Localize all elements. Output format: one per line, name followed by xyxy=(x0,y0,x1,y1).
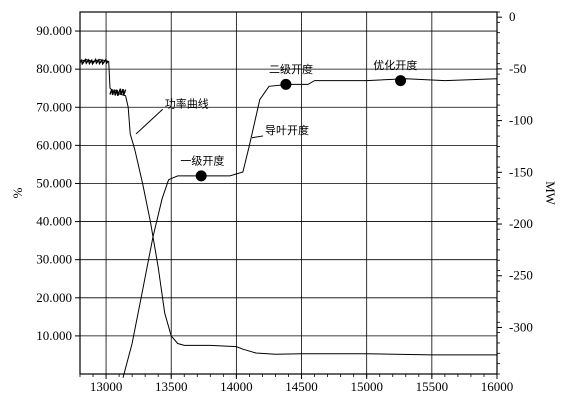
power-step-noise xyxy=(109,88,127,97)
y-tick-label-right: -50 xyxy=(509,61,526,76)
x-tick-label: 15000 xyxy=(350,379,383,394)
y-tick-label-left: 10.000 xyxy=(36,328,72,343)
power-plateau-noise xyxy=(79,57,109,66)
y-tick-label-left: 50.000 xyxy=(36,175,72,190)
y-tick-label-left: 80.000 xyxy=(36,61,72,76)
y-tick-label-right: -300 xyxy=(509,319,533,334)
y-tick-label-right: -100 xyxy=(509,113,533,128)
y-tick-label-left: 90.000 xyxy=(36,23,72,38)
annotation-marker xyxy=(195,170,207,182)
annotation-label: 二级开度 xyxy=(269,62,313,76)
annotation-label: 优化开度 xyxy=(373,58,417,72)
series-line xyxy=(79,59,497,356)
annotation-label: 功率曲线 xyxy=(165,96,209,110)
x-tick-label: 15500 xyxy=(416,379,449,394)
y-axis-label-right: MW xyxy=(543,181,558,206)
x-tick-label: 14500 xyxy=(285,379,318,394)
grid xyxy=(80,12,497,374)
series-line xyxy=(122,78,498,378)
annotation-label: 一级开度 xyxy=(180,153,224,167)
annotation-leader-line xyxy=(135,108,164,135)
y-tick-label-right: -250 xyxy=(509,268,533,283)
series-layer xyxy=(79,57,498,378)
y-tick-label-right: -150 xyxy=(509,164,533,179)
tick-layer: 90.000 80.000 70.000 60.000 50.000 40.000 30.0… xyxy=(36,9,533,394)
y-tick-label-left: 30.000 xyxy=(36,252,72,267)
y-tick-label-right: 0 xyxy=(509,9,516,24)
annotation-leader-line xyxy=(251,135,264,139)
y-tick-label-left: 60.000 xyxy=(36,137,72,152)
y-tick-label-right: -200 xyxy=(509,216,533,231)
x-tick-label: 13500 xyxy=(155,379,188,394)
annotation-marker xyxy=(280,78,292,90)
x-tick-label: 14000 xyxy=(220,379,253,394)
y-tick-label-left: 20.000 xyxy=(36,290,72,305)
y-axis-label-left: % xyxy=(10,187,25,198)
x-tick-label: 13000 xyxy=(90,379,123,394)
y-tick-label-left: 40.000 xyxy=(36,214,72,229)
x-tick-label: 16000 xyxy=(481,379,514,394)
annotation-marker xyxy=(395,75,407,87)
annotation-label: 导叶开度 xyxy=(265,123,309,137)
y-tick-label-left: 70.000 xyxy=(36,99,72,114)
